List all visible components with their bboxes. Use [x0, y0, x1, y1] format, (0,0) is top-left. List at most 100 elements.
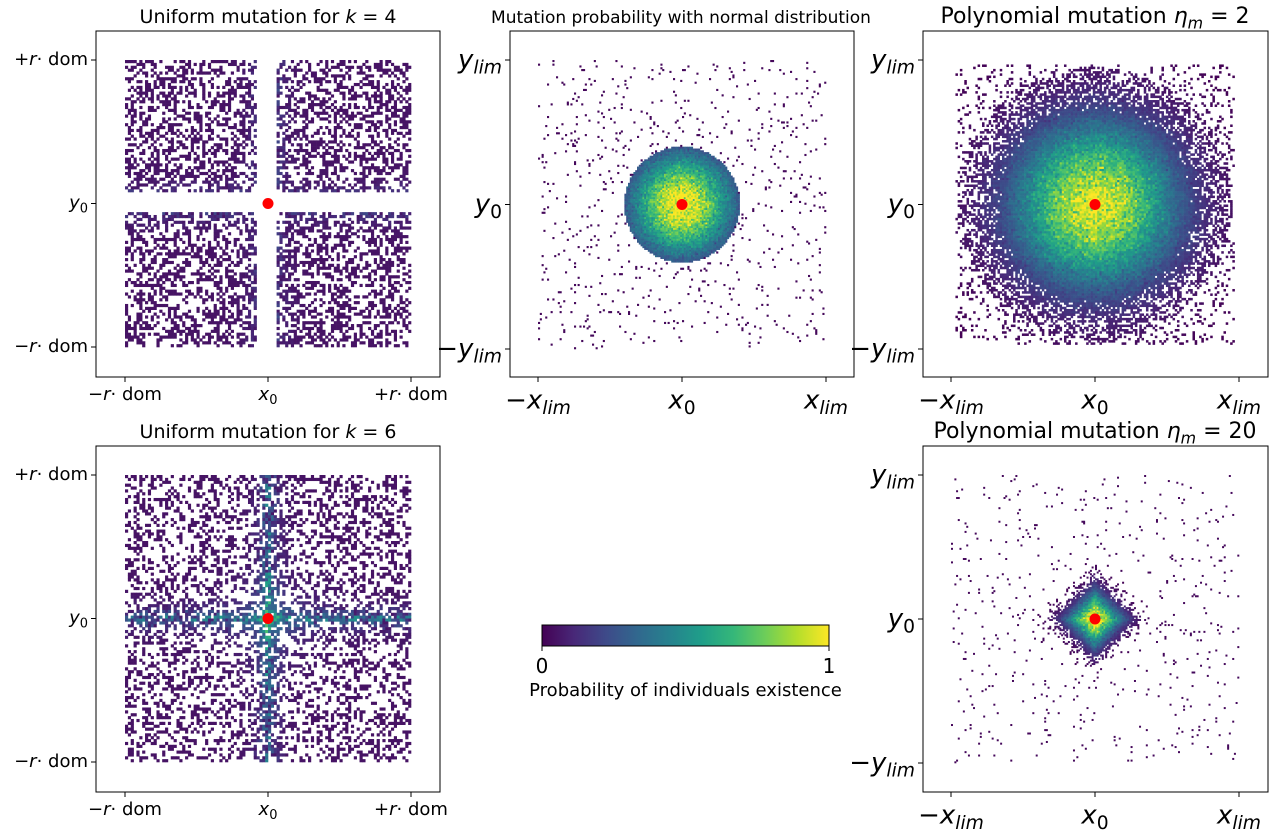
heatmap-cell	[651, 195, 654, 198]
heatmap-cell	[136, 177, 140, 181]
heatmap-cell	[328, 301, 332, 305]
heatmap-cell	[385, 312, 389, 316]
heatmap-cell	[635, 170, 638, 173]
heatmap-cell	[647, 218, 650, 222]
heatmap-cell	[325, 62, 329, 67]
heatmap-cell	[649, 171, 652, 175]
heatmap-cell	[379, 140, 383, 144]
heatmap-cell	[658, 213, 661, 216]
heatmap-cell	[653, 320, 656, 323]
heatmap-cell	[333, 74, 337, 78]
heatmap-cell	[185, 232, 189, 236]
heatmap-cell	[402, 177, 406, 181]
heatmap-cell	[213, 312, 217, 316]
heatmap-cell	[233, 223, 237, 227]
heatmap-cell	[205, 332, 209, 336]
heatmap-cell	[247, 258, 252, 262]
heatmap-cell	[296, 318, 300, 322]
heatmap-cell	[646, 166, 649, 169]
heatmap-cell	[176, 220, 180, 224]
heatmap-cell	[187, 111, 192, 115]
heatmap-cell	[350, 186, 355, 190]
heatmap-cell	[635, 217, 638, 220]
heatmap-cell	[631, 188, 634, 191]
heatmap-cell	[405, 85, 409, 89]
heatmap-cell	[296, 321, 300, 325]
heatmap-cell	[230, 62, 234, 67]
heatmap-cell	[595, 347, 598, 350]
heatmap-cell	[285, 255, 289, 259]
heatmap-cell	[239, 128, 243, 133]
heatmap-cell	[379, 278, 383, 282]
heatmap-cell	[216, 143, 220, 147]
heatmap-cell	[170, 108, 174, 112]
heatmap-cell	[196, 157, 200, 161]
heatmap-cell	[127, 324, 132, 328]
heatmap-cell	[296, 134, 300, 138]
heatmap-cell	[651, 193, 654, 196]
heatmap-cell	[655, 166, 658, 169]
heatmap-cell	[139, 338, 143, 342]
heatmap-cell	[207, 80, 212, 84]
heatmap-cell	[385, 246, 389, 250]
heatmap-cell	[179, 74, 183, 78]
heatmap-cell	[328, 140, 332, 144]
heatmap-cell	[393, 226, 397, 230]
heatmap-cell	[577, 276, 580, 279]
heatmap-cell	[388, 60, 392, 64]
heatmap-cell	[333, 269, 337, 273]
heatmap-cell	[640, 206, 643, 209]
heatmap-cell	[199, 105, 203, 110]
heatmap-cell	[656, 155, 659, 158]
heatmap-cell	[350, 269, 355, 273]
heatmap-cell	[242, 321, 246, 325]
heatmap-cell	[156, 163, 160, 167]
heatmap-cell	[176, 324, 180, 328]
heatmap-cell	[185, 94, 189, 98]
heatmap-cell	[296, 212, 300, 216]
heatmap-cell	[342, 266, 346, 270]
heatmap-cell	[402, 212, 406, 216]
heatmap-cell	[130, 243, 134, 247]
heatmap-cell	[543, 271, 546, 274]
heatmap-cell	[247, 229, 252, 233]
heatmap-cell	[213, 235, 217, 239]
heatmap-cell	[247, 80, 252, 84]
heatmap-cell	[253, 174, 257, 178]
heatmap-cell	[631, 227, 634, 231]
heatmap-cell	[385, 157, 389, 161]
heatmap-cell	[305, 71, 309, 75]
heatmap-cell	[642, 217, 645, 220]
heatmap-cell	[288, 258, 292, 262]
heatmap-cell	[336, 82, 340, 87]
heatmap-cell	[348, 223, 352, 227]
heatmap-cell	[173, 85, 177, 89]
heatmap-cell	[647, 220, 650, 223]
heatmap-cell	[649, 233, 652, 236]
heatmap-cell	[325, 105, 329, 110]
heatmap-cell	[239, 143, 243, 147]
heatmap-cell	[350, 94, 355, 98]
heatmap-cell	[597, 135, 600, 138]
heatmap-cell	[125, 103, 129, 107]
heatmap-cell	[388, 226, 392, 230]
heatmap-cell	[379, 332, 383, 336]
heatmap-cell	[653, 220, 656, 223]
heatmap-cell	[302, 229, 306, 233]
heatmap-cell	[199, 220, 203, 224]
heatmap-cell	[165, 217, 169, 222]
heatmap-cell	[173, 315, 177, 319]
heatmap-cell	[130, 240, 134, 244]
heatmap-cell	[193, 295, 197, 299]
heatmap-cell	[350, 280, 355, 285]
heatmap-cell	[308, 160, 312, 164]
heatmap-cell	[382, 298, 386, 302]
heatmap-cell	[185, 146, 189, 150]
heatmap-cell	[637, 182, 640, 185]
heatmap-cell	[310, 341, 315, 345]
heatmap-cell	[302, 232, 306, 236]
heatmap-cell	[336, 62, 340, 67]
heatmap-cell	[333, 126, 337, 130]
heatmap-cell	[633, 226, 636, 229]
heatmap-cell	[342, 243, 346, 247]
